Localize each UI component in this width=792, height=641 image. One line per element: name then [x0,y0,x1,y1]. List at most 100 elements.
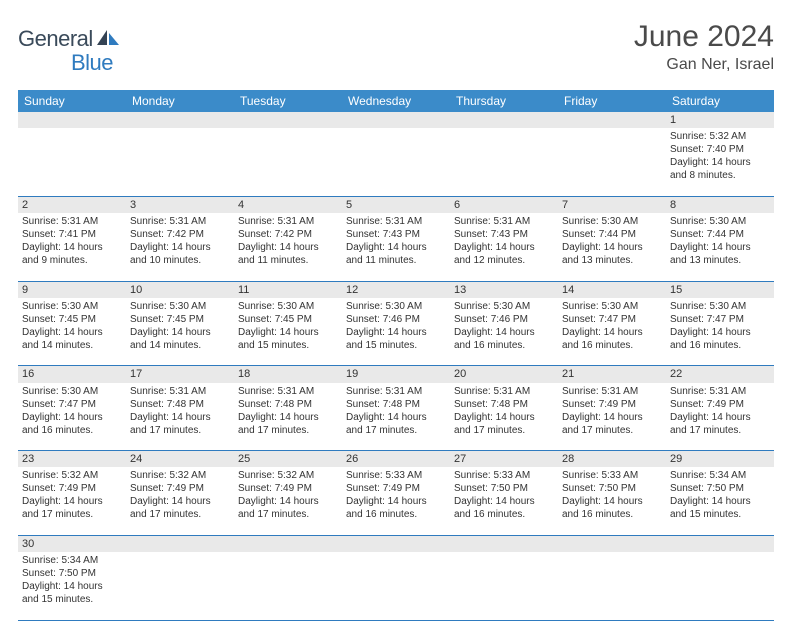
day-cell: Sunrise: 5:31 AMSunset: 7:41 PMDaylight:… [18,213,126,281]
day-cell [558,552,666,620]
sunrise-text: Sunrise: 5:30 AM [670,215,770,228]
daylight-text: Daylight: 14 hours [238,241,338,254]
sunset-text: Sunset: 7:49 PM [670,398,770,411]
daylight-text: Daylight: 14 hours [346,411,446,424]
sunrise-text: Sunrise: 5:31 AM [670,385,770,398]
daylight-text: Daylight: 14 hours [670,326,770,339]
sunrise-text: Sunrise: 5:30 AM [346,300,446,313]
weekday-header: Tuesday [234,90,342,112]
daylight-text: and 17 minutes. [454,424,554,437]
daylight-text: and 17 minutes. [562,424,662,437]
logo-text-blue: Blue [71,50,113,76]
day-cell: Sunrise: 5:34 AMSunset: 7:50 PMDaylight:… [666,467,774,535]
day-number-cell: 9 [18,281,126,298]
sunrise-text: Sunrise: 5:34 AM [22,554,122,567]
day-number-cell [234,112,342,128]
sunset-text: Sunset: 7:41 PM [22,228,122,241]
day-number-cell [450,112,558,128]
day-number-cell: 11 [234,281,342,298]
weekday-header-row: SundayMondayTuesdayWednesdayThursdayFrid… [18,90,774,112]
day-number-cell [342,535,450,552]
sunrise-text: Sunrise: 5:30 AM [130,300,230,313]
sunrise-text: Sunrise: 5:32 AM [22,469,122,482]
daylight-text: Daylight: 14 hours [238,495,338,508]
sunrise-text: Sunrise: 5:31 AM [130,215,230,228]
day-cell [234,552,342,620]
daylight-text: Daylight: 14 hours [346,326,446,339]
sunset-text: Sunset: 7:48 PM [454,398,554,411]
day-number-cell: 15 [666,281,774,298]
day-number-cell [126,535,234,552]
sunset-text: Sunset: 7:50 PM [670,482,770,495]
day-number-cell: 2 [18,196,126,213]
sunset-text: Sunset: 7:42 PM [130,228,230,241]
day-number-cell: 20 [450,366,558,383]
sunrise-text: Sunrise: 5:31 AM [346,385,446,398]
sunrise-text: Sunrise: 5:34 AM [670,469,770,482]
day-cell: Sunrise: 5:30 AMSunset: 7:46 PMDaylight:… [342,298,450,366]
daylight-text: Daylight: 14 hours [670,241,770,254]
day-cell: Sunrise: 5:33 AMSunset: 7:50 PMDaylight:… [450,467,558,535]
sunset-text: Sunset: 7:42 PM [238,228,338,241]
day-number-cell [342,112,450,128]
day-cell: Sunrise: 5:31 AMSunset: 7:48 PMDaylight:… [450,383,558,451]
day-cell [18,128,126,196]
day-number-cell: 30 [18,535,126,552]
weekday-header: Monday [126,90,234,112]
sunset-text: Sunset: 7:50 PM [22,567,122,580]
day-cell: Sunrise: 5:30 AMSunset: 7:44 PMDaylight:… [558,213,666,281]
daylight-text: Daylight: 14 hours [454,241,554,254]
sunset-text: Sunset: 7:44 PM [670,228,770,241]
sunset-text: Sunset: 7:47 PM [22,398,122,411]
daylight-text: Daylight: 14 hours [670,411,770,424]
day-number-cell [234,535,342,552]
weekday-header: Saturday [666,90,774,112]
sunset-text: Sunset: 7:47 PM [562,313,662,326]
weekday-header: Friday [558,90,666,112]
sunrise-text: Sunrise: 5:30 AM [562,300,662,313]
daylight-text: Daylight: 14 hours [130,495,230,508]
daylight-text: and 10 minutes. [130,254,230,267]
daylight-text: Daylight: 14 hours [22,326,122,339]
sunrise-text: Sunrise: 5:31 AM [130,385,230,398]
day-cell [558,128,666,196]
sunset-text: Sunset: 7:49 PM [130,482,230,495]
sunset-text: Sunset: 7:44 PM [562,228,662,241]
sunrise-text: Sunrise: 5:32 AM [130,469,230,482]
daylight-text: Daylight: 14 hours [22,241,122,254]
sunset-text: Sunset: 7:48 PM [130,398,230,411]
daylight-text: Daylight: 14 hours [562,241,662,254]
daylight-text: and 16 minutes. [670,339,770,352]
sunset-text: Sunset: 7:49 PM [22,482,122,495]
week-row: Sunrise: 5:31 AMSunset: 7:41 PMDaylight:… [18,213,774,281]
sunrise-text: Sunrise: 5:32 AM [670,130,770,143]
sunrise-text: Sunrise: 5:30 AM [562,215,662,228]
sunset-text: Sunset: 7:45 PM [238,313,338,326]
month-title: June 2024 [634,20,774,54]
day-cell: Sunrise: 5:32 AMSunset: 7:49 PMDaylight:… [18,467,126,535]
day-cell: Sunrise: 5:32 AMSunset: 7:40 PMDaylight:… [666,128,774,196]
logo: General [18,26,122,52]
day-number-cell: 22 [666,366,774,383]
day-cell: Sunrise: 5:33 AMSunset: 7:50 PMDaylight:… [558,467,666,535]
day-cell [450,552,558,620]
daylight-text: and 16 minutes. [454,339,554,352]
day-number-cell [558,112,666,128]
weekday-header: Wednesday [342,90,450,112]
title-block: June 2024 Gan Ner, Israel [634,20,774,74]
day-number-cell: 28 [558,451,666,468]
sunrise-text: Sunrise: 5:30 AM [454,300,554,313]
daynum-row: 2345678 [18,196,774,213]
week-row: Sunrise: 5:30 AMSunset: 7:47 PMDaylight:… [18,383,774,451]
day-cell: Sunrise: 5:34 AMSunset: 7:50 PMDaylight:… [18,552,126,620]
daylight-text: Daylight: 14 hours [454,326,554,339]
day-number-cell: 26 [342,451,450,468]
day-cell [450,128,558,196]
weekday-header: Sunday [18,90,126,112]
sunset-text: Sunset: 7:48 PM [238,398,338,411]
sunset-text: Sunset: 7:48 PM [346,398,446,411]
day-number-cell: 16 [18,366,126,383]
calendar-table: SundayMondayTuesdayWednesdayThursdayFrid… [18,90,774,621]
day-cell: Sunrise: 5:30 AMSunset: 7:45 PMDaylight:… [126,298,234,366]
daylight-text: and 17 minutes. [130,424,230,437]
